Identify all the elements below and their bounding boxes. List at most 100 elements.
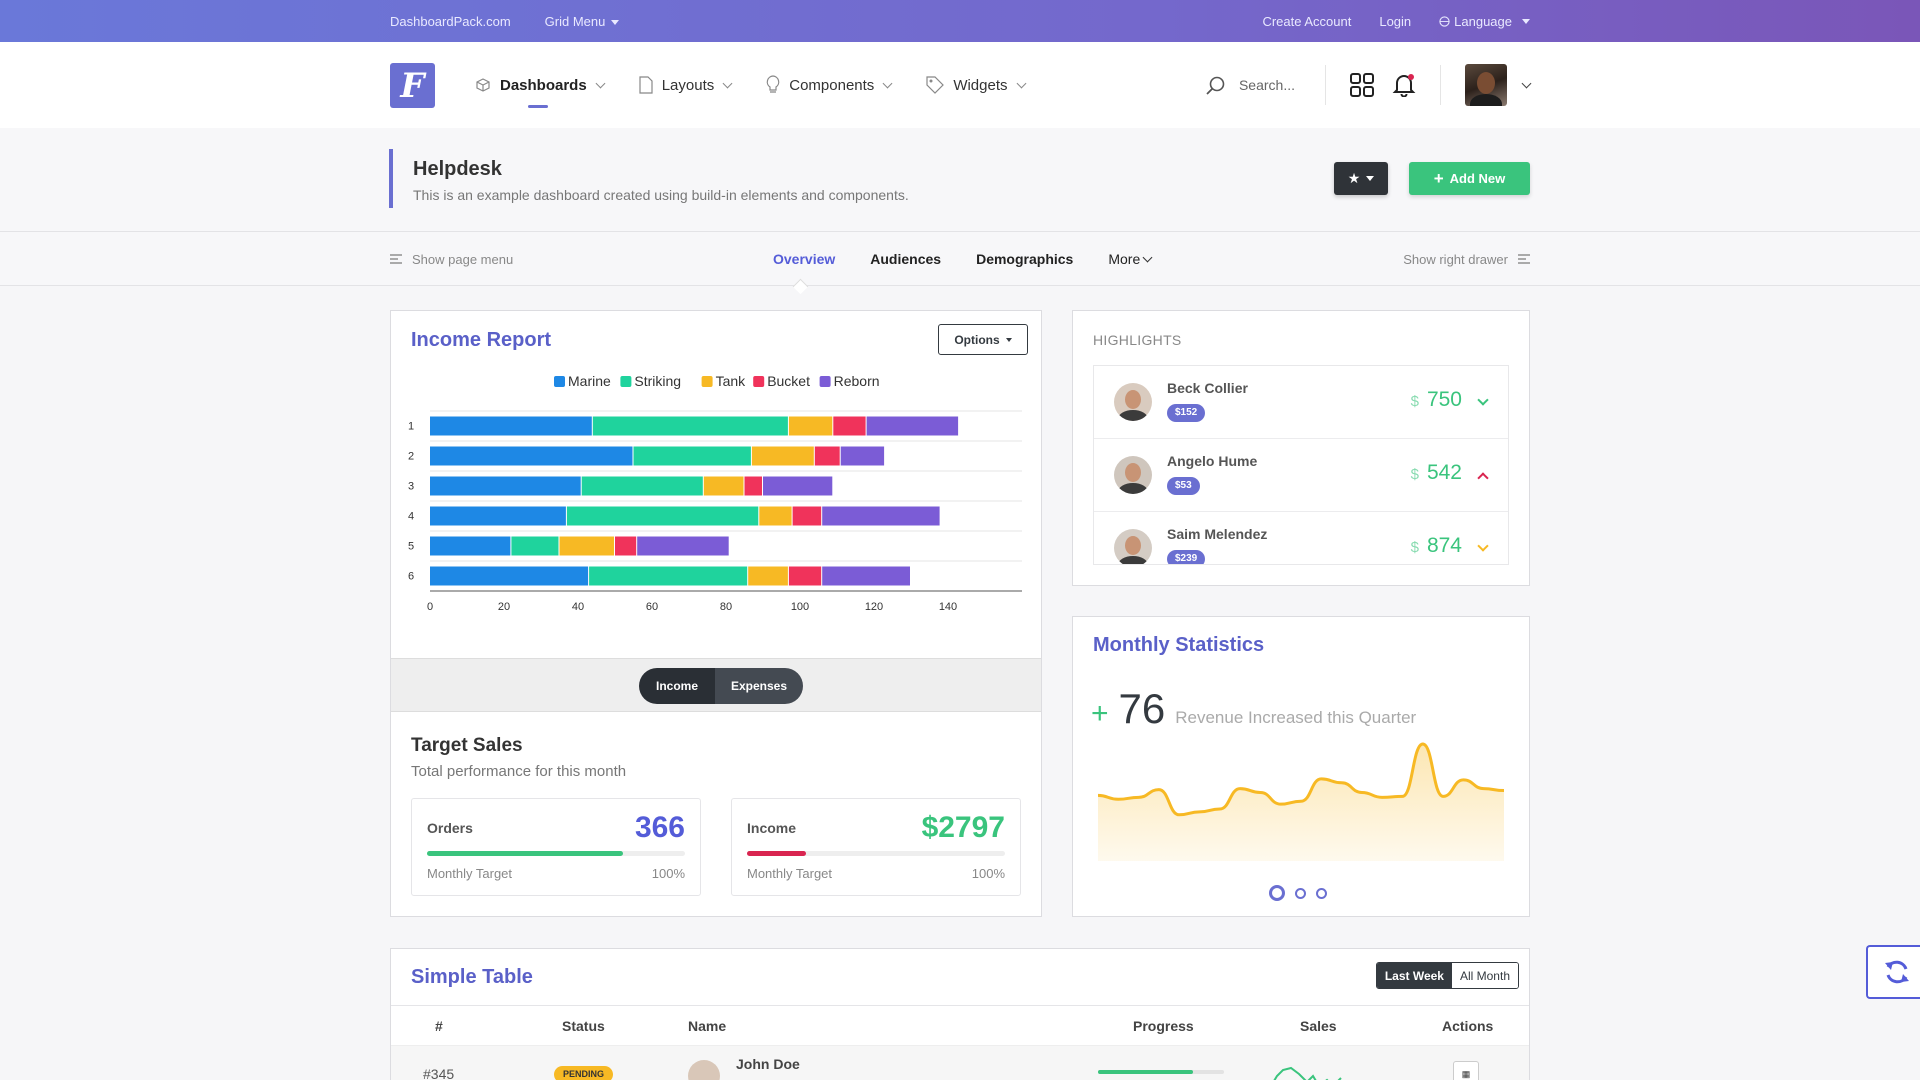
caret-down-icon bbox=[1522, 18, 1530, 24]
tab-more[interactable]: More bbox=[1108, 251, 1153, 267]
bar-segment bbox=[589, 566, 748, 586]
category-label: 2 bbox=[408, 451, 414, 463]
nav-components[interactable]: Components bbox=[765, 42, 893, 128]
col-actions: Actions bbox=[1442, 1018, 1494, 1034]
add-new-button[interactable]: + Add New bbox=[1409, 162, 1530, 195]
bar-segment bbox=[748, 566, 788, 586]
cube-icon bbox=[476, 78, 490, 92]
bar-segment bbox=[430, 566, 589, 586]
tab-demographics[interactable]: Demographics bbox=[976, 251, 1074, 267]
tab-audiences[interactable]: Audiences bbox=[870, 251, 942, 267]
bar-segment bbox=[751, 446, 814, 466]
bar-segment bbox=[814, 446, 840, 466]
expenses-toggle-button[interactable]: Expenses bbox=[715, 668, 803, 704]
search-box[interactable]: Search... bbox=[1205, 65, 1326, 105]
grid-icon[interactable] bbox=[1350, 73, 1374, 97]
income-progress-fill bbox=[747, 851, 807, 856]
income-sub: Monthly Target bbox=[747, 866, 833, 881]
list-item[interactable]: Angelo Hume $53 $542 bbox=[1094, 439, 1508, 512]
search-icon bbox=[1206, 76, 1225, 95]
table-row[interactable]: #345 PENDING John Doe ▦ bbox=[391, 1045, 1529, 1080]
document-icon bbox=[639, 76, 653, 94]
create-account-link[interactable]: Create Account bbox=[1262, 13, 1352, 29]
highlights-label: Highlights bbox=[1093, 332, 1182, 348]
x-tick-label: 100 bbox=[791, 601, 809, 613]
options-button[interactable]: Options bbox=[938, 324, 1028, 355]
grid-menu-dropdown[interactable]: Grid Menu bbox=[545, 14, 620, 29]
nav-layouts[interactable]: Layouts bbox=[638, 42, 733, 128]
nav-dashboards[interactable]: Dashboards bbox=[474, 42, 606, 128]
col-name: Name bbox=[688, 1018, 727, 1034]
x-tick-label: 80 bbox=[720, 601, 732, 613]
list-item[interactable]: Beck Collier $152 $750 bbox=[1094, 366, 1508, 439]
highlight-value: $874 bbox=[1411, 534, 1462, 558]
language-dropdown[interactable]: Language bbox=[1439, 14, 1530, 29]
chart-toggle-band: Income Expenses bbox=[391, 658, 1041, 712]
avatar bbox=[1114, 529, 1152, 564]
show-page-menu-button[interactable]: Show page menu bbox=[390, 232, 513, 286]
show-right-drawer-button[interactable]: Show right drawer bbox=[1403, 232, 1530, 286]
nav-widgets[interactable]: Widgets bbox=[925, 42, 1026, 128]
bar-segment bbox=[511, 536, 559, 556]
last-week-button[interactable]: Last Week bbox=[1376, 963, 1452, 988]
orders-pct: 100% bbox=[651, 866, 685, 881]
show-page-menu-label: Show page menu bbox=[412, 251, 514, 267]
lightbulb-icon bbox=[766, 75, 780, 93]
bar-segment bbox=[430, 506, 566, 526]
refresh-icon bbox=[1885, 960, 1909, 984]
star-icon: ★ bbox=[1347, 170, 1361, 186]
bar-segment bbox=[637, 536, 729, 556]
revenue-sparkline bbox=[1097, 742, 1505, 861]
income-widget: Income $2797 Monthly Target 100% bbox=[731, 798, 1021, 896]
highlights-list[interactable]: Beck Collier $152 $750 Angelo Hume $53 $… bbox=[1093, 365, 1509, 565]
col-id: # bbox=[435, 1018, 443, 1034]
carousel-dot[interactable] bbox=[1269, 885, 1285, 901]
row-actions-button[interactable]: ▦ bbox=[1453, 1061, 1479, 1080]
bar-segment bbox=[866, 416, 959, 436]
bar-segment bbox=[430, 536, 511, 556]
refresh-button[interactable] bbox=[1866, 945, 1920, 999]
carousel-dot[interactable] bbox=[1316, 887, 1327, 899]
add-new-label: Add New bbox=[1449, 171, 1506, 186]
tab-overview[interactable]: Overview bbox=[773, 251, 836, 267]
site-link[interactable]: DashboardPack.com bbox=[390, 13, 511, 29]
page-subtitle: This is an example dashboard created usi… bbox=[413, 187, 909, 203]
legend-label: Reborn bbox=[834, 373, 880, 389]
row-id: #345 bbox=[423, 1066, 455, 1080]
user-menu[interactable] bbox=[1441, 64, 1532, 106]
orders-sub: Monthly Target bbox=[427, 866, 513, 881]
plus-icon: + bbox=[1433, 168, 1444, 188]
plus-sign: + bbox=[1091, 697, 1109, 730]
category-label: 3 bbox=[408, 481, 414, 493]
language-label: Language bbox=[1454, 13, 1512, 29]
currency-symbol: $ bbox=[1410, 539, 1419, 556]
revenue-text: Revenue Increased this Quarter bbox=[1175, 708, 1417, 727]
income-toggle-button[interactable]: Income bbox=[639, 668, 715, 704]
income-report-card: Income Report Options Marine Striking Tank… bbox=[390, 310, 1042, 917]
legend-marker bbox=[620, 376, 632, 387]
search-placeholder: Search... bbox=[1238, 77, 1295, 93]
highlight-value: $750 bbox=[1411, 388, 1462, 412]
list-item[interactable]: Saim Melendez $239 $874 bbox=[1094, 512, 1508, 564]
category-label: 4 bbox=[408, 511, 414, 523]
legend-marker bbox=[554, 376, 565, 387]
income-expenses-toggle: Income Expenses bbox=[639, 668, 803, 704]
favorite-button[interactable]: ★ bbox=[1334, 162, 1388, 195]
bar-segment bbox=[792, 506, 822, 526]
highlight-value: $542 bbox=[1411, 461, 1462, 485]
all-month-button[interactable]: All Month bbox=[1451, 963, 1518, 988]
app-logo[interactable]: F bbox=[390, 63, 435, 108]
simple-table-title: Simple Table bbox=[411, 966, 533, 988]
nav-components-label: Components bbox=[789, 76, 875, 94]
bell-icon[interactable] bbox=[1392, 73, 1416, 97]
bar-segment bbox=[430, 476, 581, 496]
carousel-dot[interactable] bbox=[1295, 887, 1306, 899]
col-sales: Sales bbox=[1300, 1018, 1337, 1034]
revenue-value: 76 bbox=[1118, 685, 1166, 732]
highlight-amount: 542 bbox=[1426, 461, 1462, 484]
monthly-statistics-title: Monthly Statistics bbox=[1093, 634, 1265, 656]
income-value: $2797 bbox=[921, 811, 1005, 844]
nav-dashboards-label: Dashboards bbox=[500, 76, 587, 94]
chevron-down-icon bbox=[1016, 78, 1026, 88]
login-link[interactable]: Login bbox=[1379, 13, 1412, 29]
